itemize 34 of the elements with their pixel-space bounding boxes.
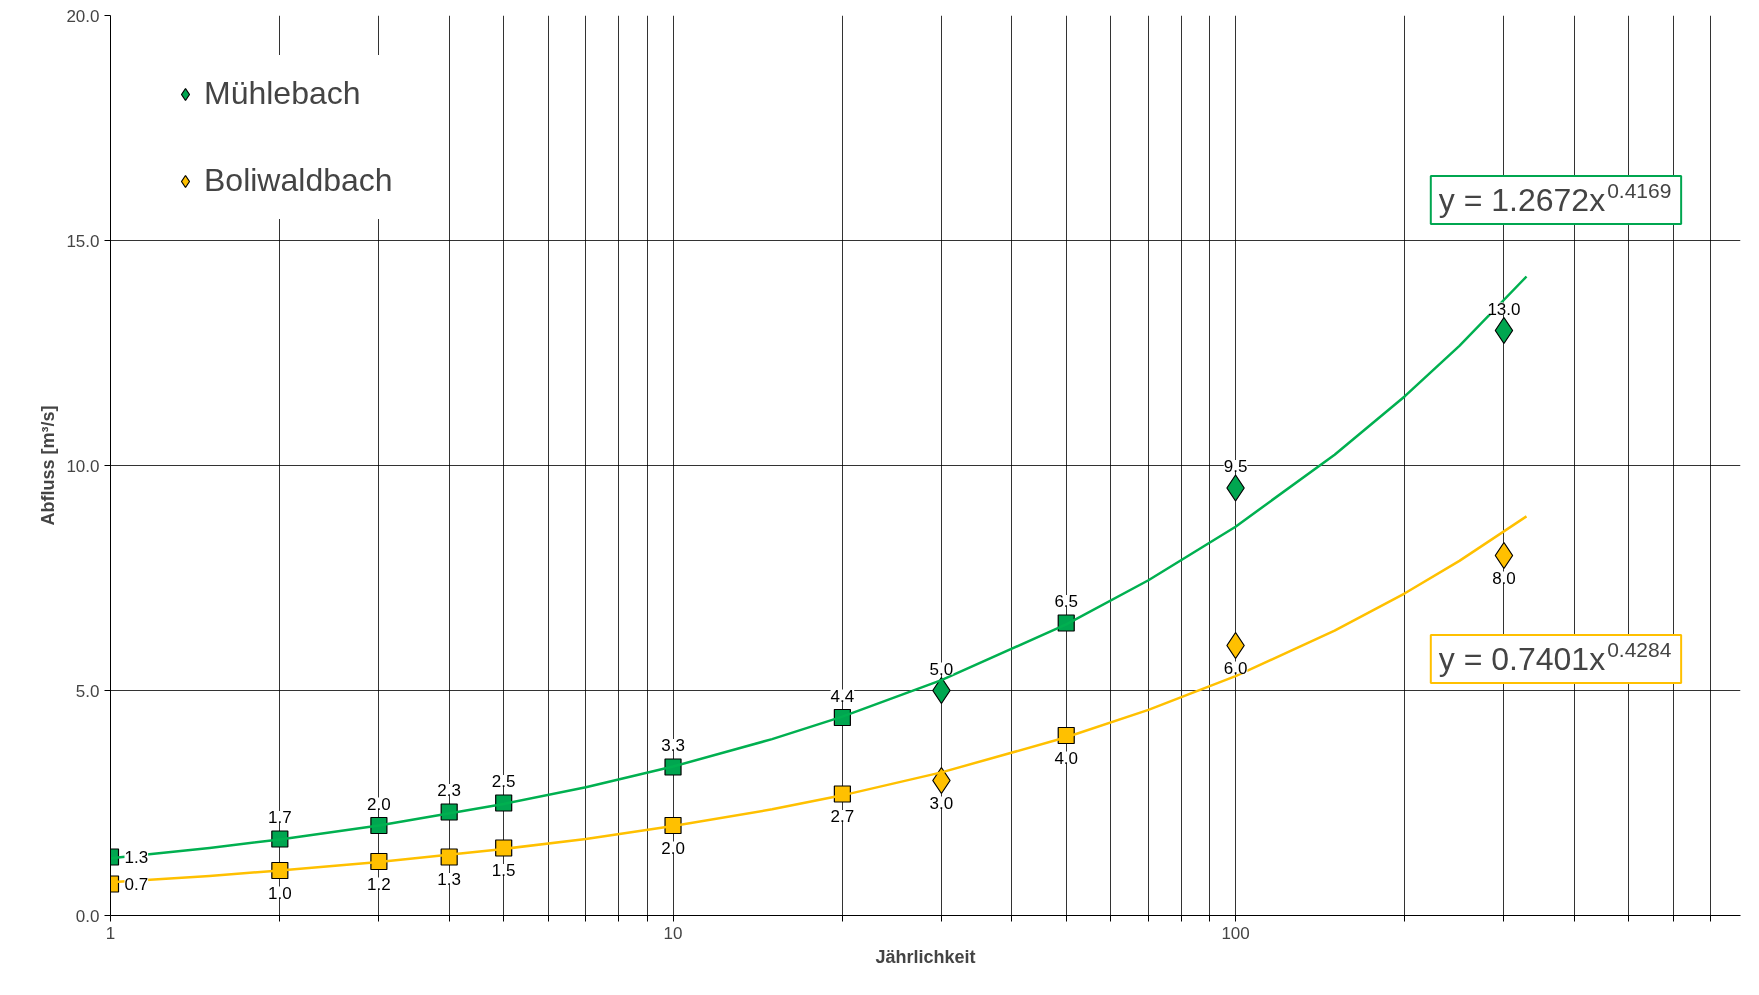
legend-label: Mühlebach xyxy=(204,75,361,112)
data-label: 4.0 xyxy=(1054,748,1079,768)
data-label: 4.4 xyxy=(830,686,855,706)
data-label: 3.3 xyxy=(661,736,685,755)
x-tick-label: 10 xyxy=(663,923,683,943)
x-axis-title: Jährlichkeit xyxy=(875,946,976,967)
x-tick-label: 100 xyxy=(1221,923,1250,943)
y-tick-label: 15.0 xyxy=(66,231,100,251)
data-label: 1.3 xyxy=(124,848,149,867)
data-label: 2.5 xyxy=(491,772,516,791)
y-tick-label: 20.0 xyxy=(66,6,100,26)
legend-label: Boliwaldbach xyxy=(204,162,393,199)
data-label: 2.0 xyxy=(661,838,685,858)
y-tick-label: 10.0 xyxy=(66,456,100,476)
data-label: 1.2 xyxy=(367,874,391,894)
data-label: 1.3 xyxy=(437,870,461,889)
data-label: 8.0 xyxy=(1492,568,1516,588)
data-label: 1.5 xyxy=(491,861,516,880)
y-tick-label: 5.0 xyxy=(75,681,100,701)
data-label: 0.7 xyxy=(124,875,149,894)
data-label: 6.5 xyxy=(1054,592,1079,611)
data-label: 2.0 xyxy=(367,794,391,814)
data-label: 3.0 xyxy=(929,793,954,813)
data-label: 1.0 xyxy=(268,883,292,903)
data-label: 9.5 xyxy=(1223,457,1248,476)
y-tick-label: 0.0 xyxy=(75,906,100,926)
data-label: 1.7 xyxy=(268,808,292,827)
data-label: 5.0 xyxy=(929,659,954,679)
data-label: 2.7 xyxy=(830,807,855,826)
x-tick-label: 1 xyxy=(105,923,116,943)
data-label: 13.0 xyxy=(1487,299,1521,319)
data-label: 6.0 xyxy=(1223,658,1248,678)
data-label: 2.3 xyxy=(437,781,461,800)
y-axis-title: Abfluss [m³/s] xyxy=(38,405,59,526)
